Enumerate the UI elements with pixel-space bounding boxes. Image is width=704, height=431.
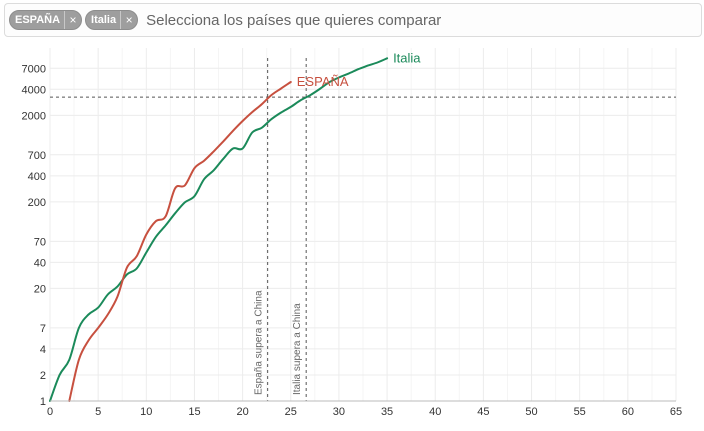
x-tick-label: 45 [477,406,489,418]
y-tick-label: 4 [40,344,46,356]
x-tick-label: 10 [140,406,152,418]
annotation-label-0: España supera a China [254,290,265,395]
x-tick-label: 15 [188,406,200,418]
x-tick-label: 25 [285,406,297,418]
chip-italia-label: Italia [91,14,117,26]
chart-grid [49,48,677,402]
chart-axis: 0 5 10 15 20 25 30 35 40 45 50 55 60 65 1 2 4 7 20 40 70 200 4… [22,63,683,418]
x-tick-label: 30 [333,406,345,418]
y-tick-label: 40 [34,257,46,269]
series-lines [49,57,389,402]
x-tick-label: 35 [381,406,393,418]
y-tick-label: 200 [28,197,46,209]
y-tick-label: 20 [34,283,46,295]
y-tick-label: 7000 [22,63,46,75]
chip-espana-close-icon[interactable]: × [64,11,81,29]
country-search-input[interactable] [144,10,599,30]
y-tick-label: 700 [28,150,46,162]
chip-espana-label: ESPAÑA [15,14,61,26]
x-tick-label: 60 [622,406,634,418]
x-tick-label: 20 [236,406,248,418]
series-line-1 [68,81,292,402]
chip-espana[interactable]: ESPAÑA × [9,10,83,30]
chip-italia[interactable]: Italia × [85,10,139,30]
y-tick-label: 1 [40,396,46,408]
x-tick-label: 50 [525,406,537,418]
country-selector[interactable]: ESPAÑA × Italia × [4,3,702,37]
series-label-1: ESPAÑA [297,74,349,89]
x-tick-label: 5 [95,406,101,418]
reference-lines: España supera a China Italia supera a Chi… [50,58,676,401]
y-tick-label: 2 [40,370,46,382]
x-tick-label: 0 [47,406,53,418]
y-tick-label: 4000 [22,84,46,96]
y-tick-label: 70 [34,236,46,248]
chip-italia-close-icon[interactable]: × [120,11,137,29]
x-tick-label: 40 [429,406,441,418]
y-tick-label: 7 [40,323,46,335]
annotation-label-1: Italia supera a China [292,303,303,395]
y-tick-label: 2000 [22,110,46,122]
y-tick-label: 400 [28,171,46,183]
series-line-0 [49,57,389,402]
x-tick-label: 65 [670,406,682,418]
series-labels: Italia ESPAÑA [297,50,422,89]
series-label-0: Italia [393,50,421,65]
x-tick-label: 55 [574,406,586,418]
